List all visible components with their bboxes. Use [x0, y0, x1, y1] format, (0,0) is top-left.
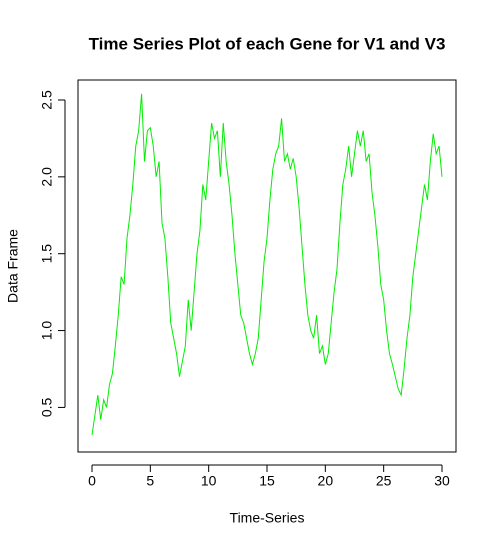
x-tick-label: 15: [259, 473, 275, 489]
x-tick-label: 25: [376, 473, 392, 489]
data-line: [91, 93, 443, 436]
y-tick-label: 1.0: [39, 321, 55, 341]
x-tick-label: 10: [201, 473, 217, 489]
chart-title: Time Series Plot of each Gene for V1 and…: [89, 34, 446, 53]
x-tick-label: 30: [434, 473, 450, 489]
y-tick-label: 2.0: [39, 167, 55, 187]
y-tick-label: 2.5: [39, 90, 55, 110]
x-tick-label: 5: [146, 473, 154, 489]
y-tick-label: 1.5: [39, 244, 55, 264]
y-tick-label: 0.5: [39, 397, 55, 417]
y-axis-label: Data Frame: [5, 229, 21, 303]
plot-box: [77, 79, 457, 453]
x-tick-label: 20: [318, 473, 334, 489]
x-axis-label: Time-Series: [230, 510, 305, 526]
x-tick-label: 0: [88, 473, 96, 489]
